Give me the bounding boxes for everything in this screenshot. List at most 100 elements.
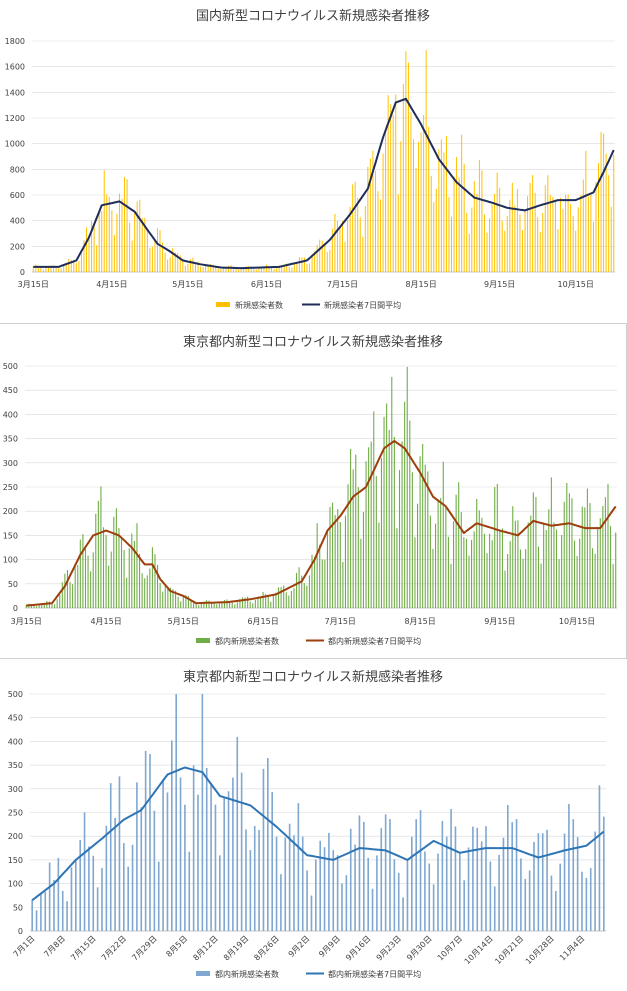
bar (159, 230, 161, 272)
bar (465, 538, 467, 608)
bar (496, 483, 498, 608)
bar (198, 605, 200, 608)
bar (580, 195, 582, 272)
bar (136, 523, 138, 608)
bar (471, 207, 473, 272)
bar (610, 526, 612, 608)
bar (174, 252, 176, 272)
bar (541, 833, 544, 931)
bar-series (32, 50, 615, 273)
y-tick-label: 400 (8, 737, 23, 746)
bar (461, 134, 463, 272)
bar (405, 51, 407, 272)
bar (377, 191, 379, 272)
bar (342, 220, 344, 272)
bar (329, 507, 331, 608)
bar (175, 590, 177, 608)
bar (58, 268, 60, 272)
bar (284, 837, 287, 931)
bar (382, 153, 384, 272)
x-tick-label: 7月15日 (325, 617, 356, 626)
bar (131, 844, 134, 931)
bar (324, 559, 326, 608)
x-tick-label: 10月28日 (524, 934, 556, 966)
bar (357, 197, 359, 272)
bar (162, 591, 164, 608)
bar (210, 782, 212, 931)
bar (441, 820, 444, 931)
bar (429, 515, 431, 608)
bar (499, 187, 501, 272)
bar (504, 570, 506, 608)
x-tick-label: 8月5日 (164, 934, 189, 959)
bar (334, 213, 336, 272)
bar (559, 863, 561, 931)
bar (293, 588, 295, 608)
bar (35, 264, 37, 272)
bar (301, 257, 303, 272)
x-tick-label: 9月16日 (344, 934, 372, 962)
bar (544, 185, 546, 272)
bar (585, 150, 587, 272)
bar (486, 232, 488, 272)
bar (547, 175, 549, 272)
bar (344, 515, 347, 608)
bar (406, 860, 409, 931)
bar (532, 492, 534, 608)
bar (197, 261, 199, 272)
legend-swatch-bar (196, 638, 210, 643)
bar (103, 170, 105, 272)
bar (605, 153, 607, 272)
bar (315, 859, 317, 931)
bar (40, 893, 42, 931)
bar (177, 253, 179, 272)
bar (105, 535, 107, 608)
bar (552, 196, 554, 272)
x-tick-label: 3月15日 (18, 280, 49, 289)
bar (425, 50, 427, 273)
bar (88, 235, 90, 272)
bar (53, 879, 55, 931)
bar (519, 214, 521, 272)
bar (78, 260, 80, 272)
bar (239, 599, 241, 608)
bar (51, 603, 53, 608)
bar (311, 554, 313, 608)
bar (463, 880, 465, 931)
bar (337, 509, 339, 608)
national-cases-chart: 国内新型コロナウイルス新規感染者推移 0 200 400 600 800 1000 1200 1… (5, 8, 615, 310)
bar (247, 596, 249, 608)
bar (102, 527, 105, 608)
bar (262, 592, 264, 608)
bar (208, 600, 210, 608)
y-tick-label: 1200 (5, 114, 25, 123)
bar (383, 416, 385, 608)
y-tick-label: 450 (3, 386, 18, 395)
bar (73, 259, 75, 272)
bar (371, 888, 374, 931)
bar (66, 901, 68, 931)
bar (591, 548, 594, 608)
bar (360, 538, 362, 608)
bar (597, 527, 599, 608)
bar (265, 594, 267, 608)
bar (347, 484, 349, 608)
bar (450, 808, 452, 931)
bar (359, 217, 361, 272)
bar (297, 803, 300, 931)
bar (166, 792, 169, 931)
chart-panel-national: 国内新型コロナウイルス新規感染者推移 0 200 400 600 800 1000 1200 1… (0, 0, 627, 323)
bar (190, 599, 192, 608)
bar (374, 170, 376, 272)
bar (453, 176, 455, 272)
bar (268, 266, 270, 272)
bar (273, 268, 275, 272)
bar (380, 458, 383, 608)
bar (271, 267, 273, 272)
bar (270, 601, 272, 608)
bar (69, 581, 71, 608)
bar (589, 503, 591, 608)
bar (546, 829, 548, 931)
bar (350, 448, 352, 608)
bar (221, 601, 223, 608)
